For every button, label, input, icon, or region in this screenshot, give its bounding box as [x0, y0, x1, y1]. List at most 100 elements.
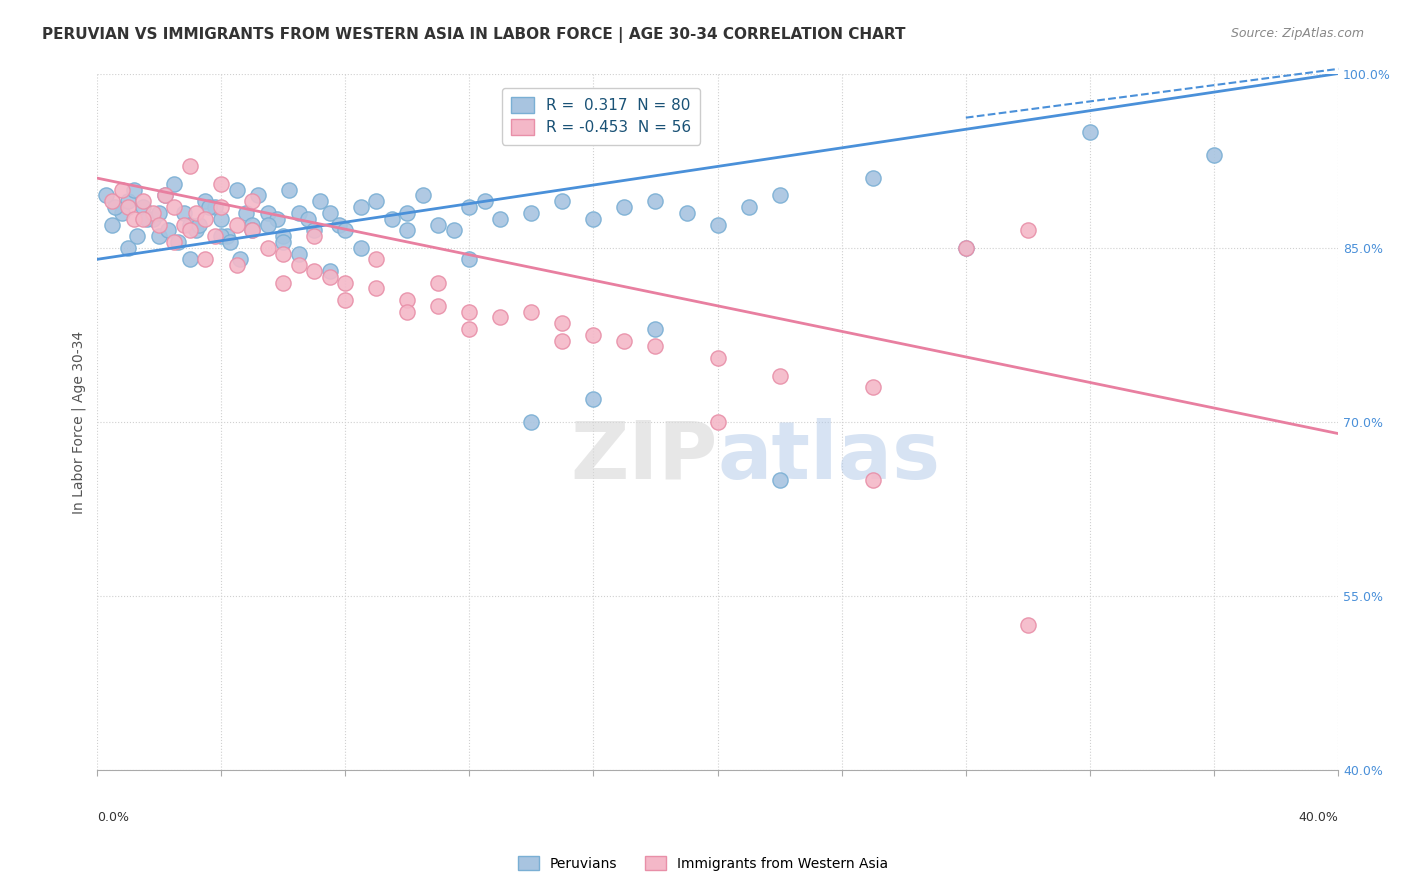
Point: [644, 194, 666, 209]
Text: ZIP: ZIP: [571, 417, 717, 496]
Point: [520, 304, 543, 318]
Point: [644, 322, 666, 336]
Point: [427, 299, 450, 313]
Point: [179, 160, 201, 174]
Y-axis label: In Labor Force | Age 30-34: In Labor Force | Age 30-34: [72, 330, 86, 514]
Point: [163, 177, 186, 191]
Point: [240, 223, 263, 237]
Point: [350, 200, 373, 214]
Point: [427, 276, 450, 290]
Point: [366, 281, 388, 295]
Text: PERUVIAN VS IMMIGRANTS FROM WESTERN ASIA IN LABOR FORCE | AGE 30-34 CORRELATION : PERUVIAN VS IMMIGRANTS FROM WESTERN ASIA…: [42, 27, 905, 43]
Point: [209, 177, 232, 191]
Point: [101, 218, 124, 232]
Point: [551, 194, 574, 209]
Point: [458, 200, 481, 214]
Point: [302, 264, 325, 278]
Point: [862, 380, 884, 394]
Point: [582, 392, 605, 406]
Point: [318, 264, 340, 278]
Point: [769, 188, 792, 202]
Point: [153, 188, 176, 202]
Point: [135, 211, 157, 226]
Point: [381, 211, 404, 226]
Point: [520, 206, 543, 220]
Point: [333, 223, 356, 237]
Point: [1017, 223, 1039, 237]
Point: [458, 252, 481, 267]
Point: [153, 188, 176, 202]
Point: [396, 223, 419, 237]
Point: [551, 316, 574, 330]
Point: [551, 334, 574, 348]
Point: [706, 415, 728, 429]
Point: [209, 200, 232, 214]
Point: [256, 218, 278, 232]
Point: [217, 229, 239, 244]
Point: [111, 206, 134, 220]
Point: [737, 200, 759, 214]
Text: 40.0%: 40.0%: [1298, 811, 1339, 824]
Point: [271, 229, 294, 244]
Point: [142, 211, 165, 226]
Legend: Peruvians, Immigrants from Western Asia: Peruvians, Immigrants from Western Asia: [512, 850, 894, 876]
Point: [225, 183, 247, 197]
Point: [117, 200, 139, 214]
Point: [271, 235, 294, 249]
Point: [148, 229, 170, 244]
Legend: R =  0.317  N = 80, R = -0.453  N = 56: R = 0.317 N = 80, R = -0.453 N = 56: [502, 88, 700, 145]
Point: [194, 194, 217, 209]
Point: [148, 218, 170, 232]
Point: [127, 229, 149, 244]
Point: [1078, 125, 1101, 139]
Point: [256, 241, 278, 255]
Point: [104, 200, 127, 214]
Point: [163, 235, 186, 249]
Point: [240, 218, 263, 232]
Point: [247, 188, 270, 202]
Point: [111, 183, 134, 197]
Point: [458, 304, 481, 318]
Point: [163, 200, 186, 214]
Point: [412, 188, 434, 202]
Point: [427, 218, 450, 232]
Point: [489, 211, 512, 226]
Point: [132, 194, 155, 209]
Point: [520, 415, 543, 429]
Point: [101, 194, 124, 209]
Point: [173, 218, 195, 232]
Point: [209, 211, 232, 226]
Point: [173, 206, 195, 220]
Point: [706, 351, 728, 365]
Point: [225, 258, 247, 272]
Point: [1017, 618, 1039, 632]
Point: [186, 223, 208, 237]
Point: [96, 188, 118, 202]
Point: [197, 200, 219, 214]
Point: [122, 211, 145, 226]
Point: [366, 252, 388, 267]
Point: [240, 223, 263, 237]
Point: [209, 229, 232, 244]
Point: [489, 310, 512, 325]
Text: 0.0%: 0.0%: [97, 811, 129, 824]
Point: [333, 276, 356, 290]
Point: [179, 218, 201, 232]
Point: [302, 223, 325, 237]
Point: [769, 368, 792, 383]
Point: [157, 223, 180, 237]
Point: [228, 252, 250, 267]
Point: [278, 183, 301, 197]
Point: [271, 246, 294, 260]
Point: [396, 206, 419, 220]
Point: [862, 171, 884, 186]
Text: Source: ZipAtlas.com: Source: ZipAtlas.com: [1230, 27, 1364, 40]
Point: [132, 200, 155, 214]
Point: [706, 218, 728, 232]
Point: [188, 218, 211, 232]
Point: [458, 322, 481, 336]
Point: [256, 206, 278, 220]
Point: [240, 194, 263, 209]
Point: [148, 206, 170, 220]
Point: [204, 200, 226, 214]
